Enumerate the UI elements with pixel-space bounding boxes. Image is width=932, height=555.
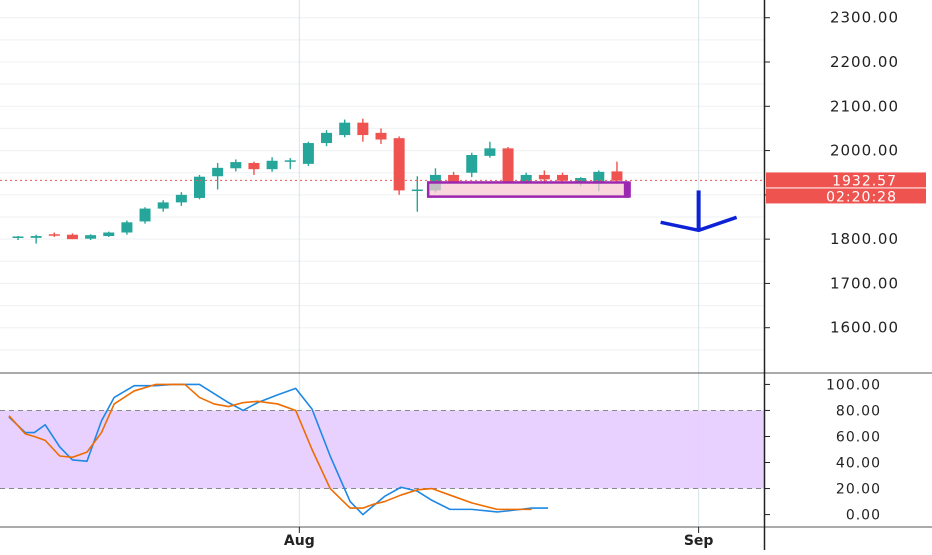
current-price-label: 1932.57	[832, 173, 897, 189]
time-axis-label: Sep	[684, 533, 714, 549]
support-zone-box	[426, 181, 630, 198]
candle-body	[538, 174, 550, 180]
candle-body	[12, 236, 24, 238]
overlay-layer	[0, 179, 764, 233]
stochastic-axis-label: 60.00	[836, 429, 881, 445]
candle-body	[411, 189, 423, 192]
candle-body	[284, 160, 296, 162]
candle-body	[466, 155, 478, 173]
price-axis-label: 1600.00	[830, 319, 899, 337]
candle-body	[212, 167, 224, 177]
candle-body	[85, 235, 97, 239]
candle-body	[575, 178, 587, 182]
candle-body	[502, 148, 514, 182]
candle-body	[302, 143, 314, 164]
stochastic-line-1	[8, 383, 548, 516]
candle-body	[266, 160, 278, 170]
candle-body	[611, 171, 623, 181]
candle-body	[448, 174, 460, 182]
price-axis-label: 1700.00	[830, 274, 899, 292]
down-arrow-head	[660, 215, 738, 233]
grid-layer	[0, 0, 764, 527]
candles-layer	[12, 118, 623, 244]
candle-body	[593, 171, 605, 184]
candle-body	[157, 202, 169, 209]
candle-body	[103, 232, 115, 237]
candle-body	[520, 174, 532, 182]
stochastic-band-layer	[0, 409, 764, 490]
candle-body	[248, 162, 260, 170]
countdown-label: 02:20:28	[826, 189, 897, 205]
candle-body	[194, 176, 205, 198]
support-zone-handle	[623, 181, 631, 198]
candle-body	[66, 234, 78, 240]
price-axis-label: 2000.00	[830, 142, 899, 160]
price-axis-label: 2300.00	[830, 9, 899, 27]
stochastic-band	[0, 410, 764, 489]
candle-body	[230, 162, 242, 169]
stochastic-axis-label: 80.00	[836, 403, 881, 419]
price-axis-label: 2200.00	[830, 53, 899, 71]
countdown-badge	[766, 188, 926, 204]
stochastic-axis-label: 100.00	[826, 377, 881, 393]
candle-body	[321, 132, 333, 144]
candle-body	[48, 234, 60, 236]
candle-body	[375, 132, 387, 140]
candle-body	[139, 208, 151, 222]
candle-body	[339, 122, 351, 136]
candle-body	[557, 174, 568, 181]
candle-body	[393, 138, 405, 191]
stochastic-line-2	[8, 383, 532, 511]
candle-body	[30, 236, 42, 238]
candle-body	[484, 148, 496, 156]
stochastic-axis-label: 20.00	[836, 482, 881, 498]
time-axis-label: Aug	[284, 533, 315, 549]
stochastic-axis-label: 0.00	[846, 508, 881, 524]
candle-body	[121, 222, 133, 233]
stochastic-axis-label: 40.00	[836, 456, 881, 472]
current-price-badge	[766, 172, 926, 188]
price-axis-label: 2100.00	[830, 97, 899, 115]
stochastic-layer	[8, 383, 548, 516]
candle-body	[175, 194, 187, 203]
price-axis-label: 1800.00	[830, 230, 899, 248]
candle-body	[357, 122, 369, 136]
